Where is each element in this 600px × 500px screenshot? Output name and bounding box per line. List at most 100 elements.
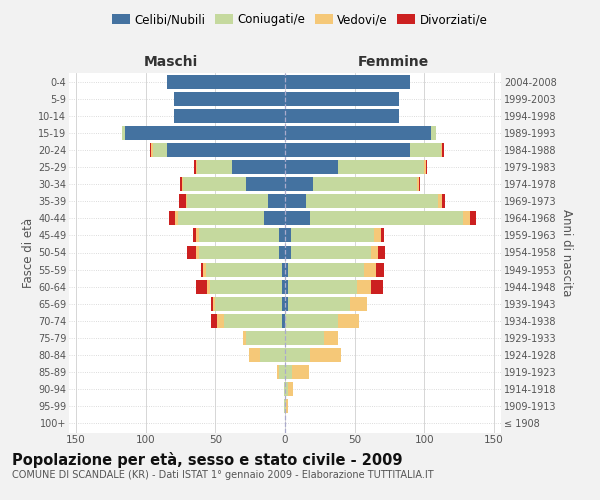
Bar <box>246 178 285 191</box>
Bar <box>285 194 306 208</box>
Y-axis label: Anni di nascita: Anni di nascita <box>560 209 573 296</box>
Bar <box>442 194 445 208</box>
Bar <box>199 246 280 260</box>
Bar <box>125 126 285 140</box>
Bar <box>285 399 286 413</box>
Bar <box>463 212 470 226</box>
Bar <box>197 160 232 174</box>
Bar <box>150 143 151 157</box>
Bar <box>282 280 285 293</box>
Bar <box>210 280 282 293</box>
Bar <box>350 296 367 310</box>
Bar <box>310 212 463 226</box>
Bar <box>288 382 293 396</box>
Bar <box>285 246 290 260</box>
Bar <box>232 160 285 174</box>
Bar <box>371 280 383 293</box>
Bar <box>313 178 418 191</box>
Bar <box>285 75 410 89</box>
Text: Femmine: Femmine <box>358 55 428 69</box>
Bar <box>187 194 268 208</box>
Bar <box>151 143 152 157</box>
Bar <box>324 331 338 345</box>
Bar <box>212 296 215 310</box>
Bar <box>284 382 285 396</box>
Bar <box>292 365 308 379</box>
Bar <box>260 348 285 362</box>
Bar <box>173 92 285 106</box>
Bar <box>207 280 210 293</box>
Bar <box>426 160 427 174</box>
Bar <box>175 212 178 226</box>
Bar <box>285 178 313 191</box>
Bar <box>282 262 285 276</box>
Bar <box>280 365 285 379</box>
Bar <box>193 228 196 242</box>
Bar <box>431 126 436 140</box>
Bar <box>224 314 282 328</box>
Bar <box>290 228 374 242</box>
Bar <box>215 296 282 310</box>
Bar <box>310 348 341 362</box>
Bar <box>196 228 199 242</box>
Bar <box>173 109 285 123</box>
Bar <box>187 246 196 260</box>
Bar <box>282 314 285 328</box>
Bar <box>282 296 285 310</box>
Bar <box>364 262 376 276</box>
Bar <box>376 262 384 276</box>
Bar <box>441 143 442 157</box>
Bar <box>194 160 196 174</box>
Bar <box>284 399 285 413</box>
Bar <box>277 365 280 379</box>
Bar <box>285 160 338 174</box>
Bar <box>196 246 199 260</box>
Bar <box>196 160 197 174</box>
Bar <box>285 382 288 396</box>
Bar <box>285 126 431 140</box>
Bar <box>285 262 288 276</box>
Bar <box>438 194 442 208</box>
Bar <box>246 331 285 345</box>
Bar <box>285 365 292 379</box>
Bar <box>424 160 426 174</box>
Bar <box>371 246 379 260</box>
Bar <box>167 75 285 89</box>
Bar <box>285 280 288 293</box>
Bar <box>167 143 285 157</box>
Bar <box>285 92 399 106</box>
Bar <box>186 194 187 208</box>
Bar <box>249 348 260 362</box>
Bar <box>285 331 324 345</box>
Bar <box>285 228 290 242</box>
Bar <box>211 296 212 310</box>
Text: Popolazione per età, sesso e stato civile - 2009: Popolazione per età, sesso e stato civil… <box>12 452 403 468</box>
Bar <box>196 280 207 293</box>
Bar <box>243 331 246 345</box>
Bar <box>264 212 285 226</box>
Text: Maschi: Maschi <box>144 55 198 69</box>
Bar <box>285 296 288 310</box>
Bar <box>288 296 350 310</box>
Text: COMUNE DI SCANDALE (KR) - Dati ISTAT 1° gennaio 2009 - Elaborazione TUTTITALIA.I: COMUNE DI SCANDALE (KR) - Dati ISTAT 1° … <box>12 470 434 480</box>
Bar <box>203 262 206 276</box>
Bar <box>285 212 310 226</box>
Bar <box>338 160 424 174</box>
Bar <box>152 143 167 157</box>
Bar <box>288 280 358 293</box>
Bar <box>285 348 310 362</box>
Bar <box>179 194 186 208</box>
Bar <box>379 246 385 260</box>
Bar <box>206 262 282 276</box>
Bar <box>338 314 359 328</box>
Bar <box>374 228 381 242</box>
Bar <box>178 212 264 226</box>
Bar <box>470 212 476 226</box>
Bar <box>290 246 371 260</box>
Bar <box>169 212 175 226</box>
Bar <box>306 194 438 208</box>
Bar <box>285 109 399 123</box>
Bar <box>183 178 246 191</box>
Bar <box>268 194 285 208</box>
Bar <box>288 262 364 276</box>
